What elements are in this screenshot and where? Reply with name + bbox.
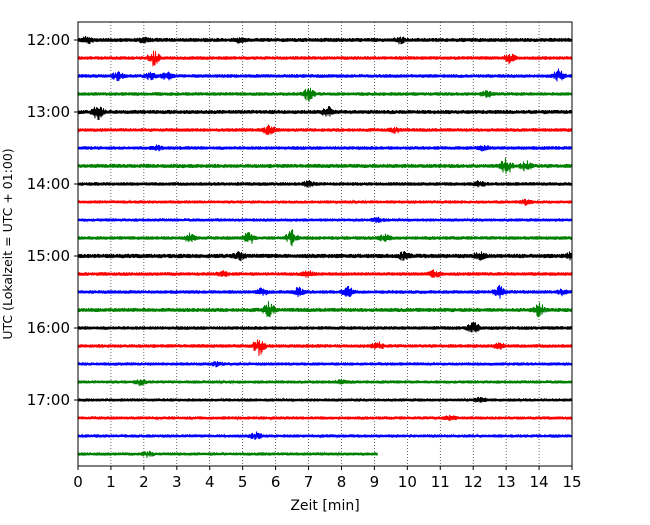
tick-layer: 0 1 2 3 4 5 6 7 8 9 10 11 12 13 14 1512:0013:0014:0015:… xyxy=(27,31,582,491)
x-tick-label: 9 xyxy=(370,473,380,491)
trace-1200 xyxy=(77,35,573,45)
trace-1515 xyxy=(77,269,573,279)
trace-1300 xyxy=(77,106,573,121)
x-tick-label: 5 xyxy=(238,473,248,491)
trace-1530 xyxy=(77,284,573,299)
trace-1715 xyxy=(77,414,573,422)
trace-1430 xyxy=(77,216,573,224)
trace-layer xyxy=(77,35,573,458)
x-tick-label: 12 xyxy=(464,473,483,491)
x-tick-label: 8 xyxy=(337,473,347,491)
y-tick-label: 12:00 xyxy=(27,31,70,49)
trace-1545 xyxy=(77,301,573,318)
x-tick-label: 11 xyxy=(431,473,450,491)
y-tick-label: 16:00 xyxy=(27,319,70,337)
trace-1645 xyxy=(77,378,573,387)
x-tick-label: 4 xyxy=(205,473,215,491)
trace-1400 xyxy=(77,179,573,188)
y-tick-label: 14:00 xyxy=(27,175,70,193)
y-tick-label: 17:00 xyxy=(27,391,70,409)
trace-1700 xyxy=(77,396,573,403)
trace-1415 xyxy=(77,198,573,206)
x-tick-label: 10 xyxy=(398,473,417,491)
x-tick-label: 0 xyxy=(73,473,83,491)
x-tick-label: 6 xyxy=(271,473,281,491)
x-tick-label: 2 xyxy=(139,473,149,491)
plot-frame xyxy=(77,21,573,467)
y-tick-label: 13:00 xyxy=(27,103,70,121)
trace-1500 xyxy=(77,250,573,262)
x-tick-label: 14 xyxy=(530,473,549,491)
x-tick-label: 13 xyxy=(497,473,516,491)
x-tick-label: 1 xyxy=(106,473,116,491)
trace-1745 xyxy=(77,450,378,458)
trace-1445 xyxy=(77,229,573,247)
trace-1600 xyxy=(77,321,573,333)
trace-1230 xyxy=(77,68,573,82)
y-tick-label: 15:00 xyxy=(27,247,70,265)
x-tick-label: 3 xyxy=(172,473,182,491)
trace-1245 xyxy=(77,87,573,102)
trace-1630 xyxy=(77,361,573,368)
x-axis-label: Zeit [min] xyxy=(290,498,359,514)
x-tick-label: 15 xyxy=(562,473,581,491)
trace-1615 xyxy=(77,339,573,357)
trace-1215 xyxy=(77,50,573,67)
trace-1730 xyxy=(77,431,573,440)
trace-1345 xyxy=(77,157,573,174)
grid-layer xyxy=(110,22,540,466)
y-axis-label: UTC (Lokalzeit = UTC + 01:00) xyxy=(0,148,15,339)
trace-1315 xyxy=(77,124,573,135)
x-tick-label: 7 xyxy=(304,473,314,491)
trace-1330 xyxy=(77,144,573,152)
